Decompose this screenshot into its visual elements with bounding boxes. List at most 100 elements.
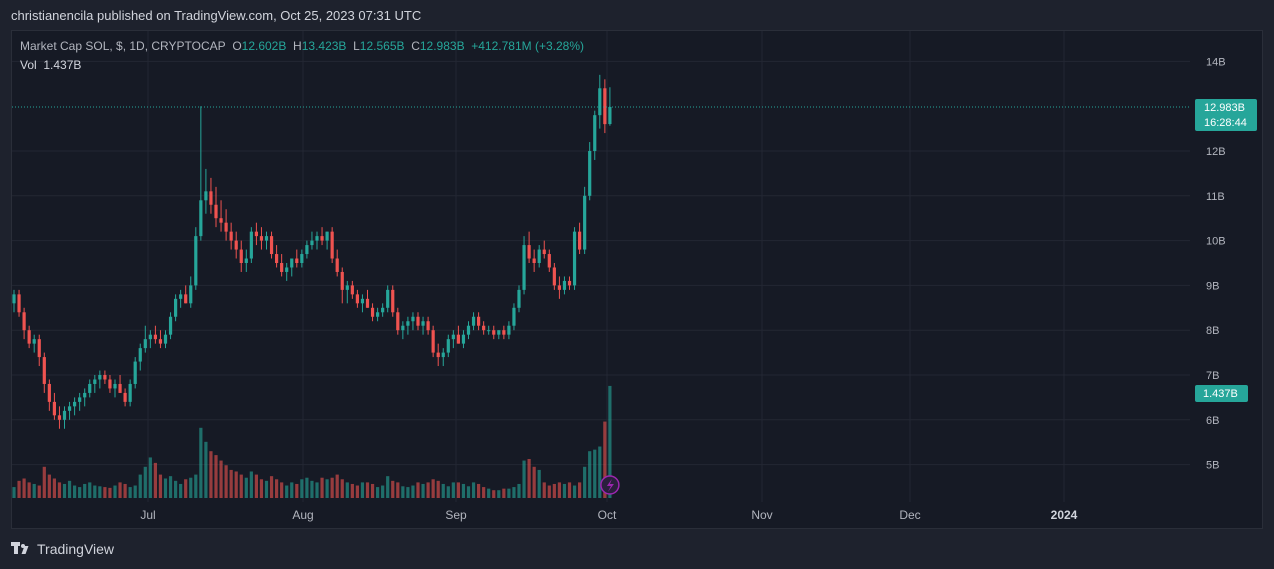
volume-bar <box>148 457 152 498</box>
volume-bar <box>557 482 561 498</box>
candle-body <box>436 352 440 358</box>
legend-c-label: C <box>411 39 420 53</box>
candle-body <box>310 240 314 246</box>
candle-body <box>259 236 264 241</box>
volume-bar <box>300 479 304 498</box>
volume-bar <box>47 474 51 498</box>
legend-open: 12.602B <box>241 39 287 53</box>
candle-body <box>264 236 269 241</box>
volume-bar <box>12 487 16 498</box>
volume-bar <box>17 480 21 498</box>
volume-bar <box>335 474 339 498</box>
volume-bar <box>98 486 102 498</box>
candle-body <box>108 379 112 389</box>
candlestick-chart[interactable]: 14B 12B 11B 10B 9B 8B 7B 6B 5B 12.983B 16:28:44 1.4… <box>0 0 1274 530</box>
volume-bar <box>22 478 26 498</box>
candle-body <box>487 330 491 332</box>
volume-bar <box>214 455 218 498</box>
volume-bar <box>239 474 243 498</box>
volume-bar <box>406 487 410 498</box>
candle-body <box>158 339 163 344</box>
volume-bar <box>32 483 36 498</box>
volume-bar <box>189 477 193 498</box>
volume-bar <box>67 480 72 498</box>
candle-body <box>532 258 536 263</box>
candle-body <box>522 245 526 290</box>
candle-body <box>62 410 67 420</box>
candle-body <box>113 383 117 389</box>
candle-body <box>365 298 370 308</box>
candle-body <box>552 267 556 286</box>
candle-body <box>431 330 435 353</box>
volume-bar <box>184 479 188 498</box>
volume-bar <box>295 483 299 498</box>
candle-body <box>67 406 72 411</box>
candle-body <box>153 334 157 340</box>
candle-body <box>88 383 92 393</box>
candle-body <box>93 379 97 384</box>
volume-bar <box>562 483 567 498</box>
volume-bar <box>376 487 380 498</box>
candle-body <box>492 330 496 335</box>
volume-bar <box>446 486 450 498</box>
volume-bar <box>532 466 536 498</box>
volume-bar <box>497 490 501 498</box>
candle-body <box>517 289 521 308</box>
volume-bar <box>103 487 107 498</box>
tradingview-brand[interactable]: TradingView <box>11 541 114 557</box>
volume-bar <box>37 485 41 498</box>
last-price-label: 12.983B <box>1204 102 1245 114</box>
candle-body <box>148 334 152 340</box>
volume-bar <box>386 476 390 498</box>
brand-name: TradingView <box>37 541 115 557</box>
volume-bar <box>138 474 142 498</box>
candle-body <box>330 231 334 259</box>
chart-panel[interactable] <box>11 30 1263 529</box>
candle-body <box>572 231 577 286</box>
legend-low: 12.565B <box>359 39 405 53</box>
volume-bar <box>143 466 147 498</box>
candle-body <box>295 258 299 263</box>
candle-body <box>507 325 511 335</box>
price-tick-label: 9B <box>1206 280 1219 292</box>
candle-body <box>411 316 415 322</box>
volume-bar <box>153 462 157 498</box>
candle-body <box>138 348 142 362</box>
candle-body <box>451 334 455 340</box>
candle-body <box>386 289 390 308</box>
candle-body <box>355 294 359 304</box>
volume-bar <box>325 479 329 498</box>
volume-bar <box>285 485 289 498</box>
volume-bar <box>73 485 77 498</box>
volume-bar <box>244 477 248 498</box>
volume-bar <box>391 480 395 498</box>
candle-body <box>214 204 218 219</box>
volume-bar <box>229 469 233 498</box>
volume-bar <box>441 483 445 498</box>
candle-body <box>78 397 82 402</box>
price-axis: 14B 12B 11B 10B 9B 8B 7B 6B 5B 12.983B 16:28:44 1.4… <box>1195 56 1257 472</box>
candle-body <box>42 357 46 384</box>
candle-body <box>477 316 481 326</box>
candle-body <box>73 401 77 407</box>
candle-body <box>376 312 380 317</box>
price-tick-label: 11B <box>1206 191 1225 203</box>
candle-body <box>381 307 385 313</box>
volume-bar <box>330 477 334 498</box>
volume-bar <box>275 479 279 498</box>
candle-body <box>370 307 375 317</box>
time-tick-label: Aug <box>292 508 313 522</box>
candle-body <box>209 191 213 205</box>
candle-body <box>406 321 410 326</box>
volume-bar <box>522 460 526 498</box>
candle-body <box>234 240 238 250</box>
candle-body <box>244 258 248 263</box>
volume-bar <box>194 474 198 498</box>
volume-bar <box>209 451 213 498</box>
candle-body <box>608 106 612 125</box>
candle-body <box>47 383 51 402</box>
volume-bars <box>12 385 612 498</box>
volume-bar <box>310 480 314 498</box>
volume-bar <box>315 482 319 498</box>
candle-body <box>184 294 188 304</box>
